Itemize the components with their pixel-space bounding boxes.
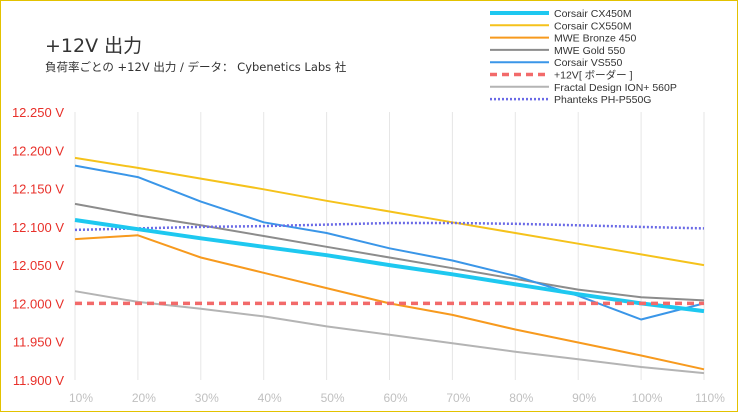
chart-subtitle: 負荷率ごとの +12V 出力 / データ： Cybenetics Labs 社 (45, 60, 347, 74)
y-tick-label: 11.950 V (13, 335, 64, 350)
x-tick-label: 10% (69, 391, 93, 405)
series-line-mwe-gold-550 (74, 202, 705, 302)
legend-label: Fractal Design ION+ 560P (554, 82, 677, 94)
series-line-corsair-cx450m (74, 218, 705, 314)
series-line-fractal-design-ion-560p (74, 290, 705, 375)
y-tick-label: 12.000 V (12, 296, 64, 311)
y-tick-label: 12.050 V (12, 258, 64, 273)
x-tick-label: 90% (572, 391, 596, 405)
legend-label: +12V[ ボーダー ] (554, 69, 633, 82)
y-tick-label: 12.100 V (12, 220, 64, 235)
y-tick-label: 12.250 V (12, 105, 64, 120)
x-tick-label: 70% (446, 391, 470, 405)
y-tick-label: 11.900 V (13, 373, 64, 388)
x-axis: 10% 20% 30% 40% 50% 60% 70% 80% 90% 100% 110% (69, 391, 725, 405)
series-line-corsair-vs550 (74, 164, 705, 321)
legend-label: Corsair CX450M (554, 8, 632, 20)
series-line-corsair-cx550m (74, 156, 705, 267)
x-tick-label: 60% (383, 391, 407, 405)
y-tick-label: 12.150 V (12, 182, 64, 197)
legend-label: Corsair CX550M (554, 20, 632, 32)
series-line-phanteks-ph-p550g (74, 221, 705, 232)
x-tick-label: 20% (132, 391, 156, 405)
legend-label: MWE Bronze 450 (554, 33, 636, 45)
y-tick-label: 12.200 V (12, 143, 64, 158)
legend-label: MWE Gold 550 (554, 45, 625, 57)
series-lines (74, 156, 705, 375)
legend-label: Corsair VS550 (554, 57, 622, 69)
y-axis: 11.900 V 11.950 V 12.000 V 12.050 V 12.100 V… (12, 105, 64, 388)
x-tick-label: 30% (195, 391, 219, 405)
chart-title: +12V 出力 (45, 35, 142, 57)
x-tick-label: 40% (258, 391, 282, 405)
x-tick-label: 110% (695, 391, 725, 405)
x-tick-label: 80% (509, 391, 533, 405)
x-tick-label: 100% (632, 391, 663, 405)
legend-label: Phanteks PH-P550G (554, 94, 651, 106)
x-tick-label: 50% (321, 391, 345, 405)
